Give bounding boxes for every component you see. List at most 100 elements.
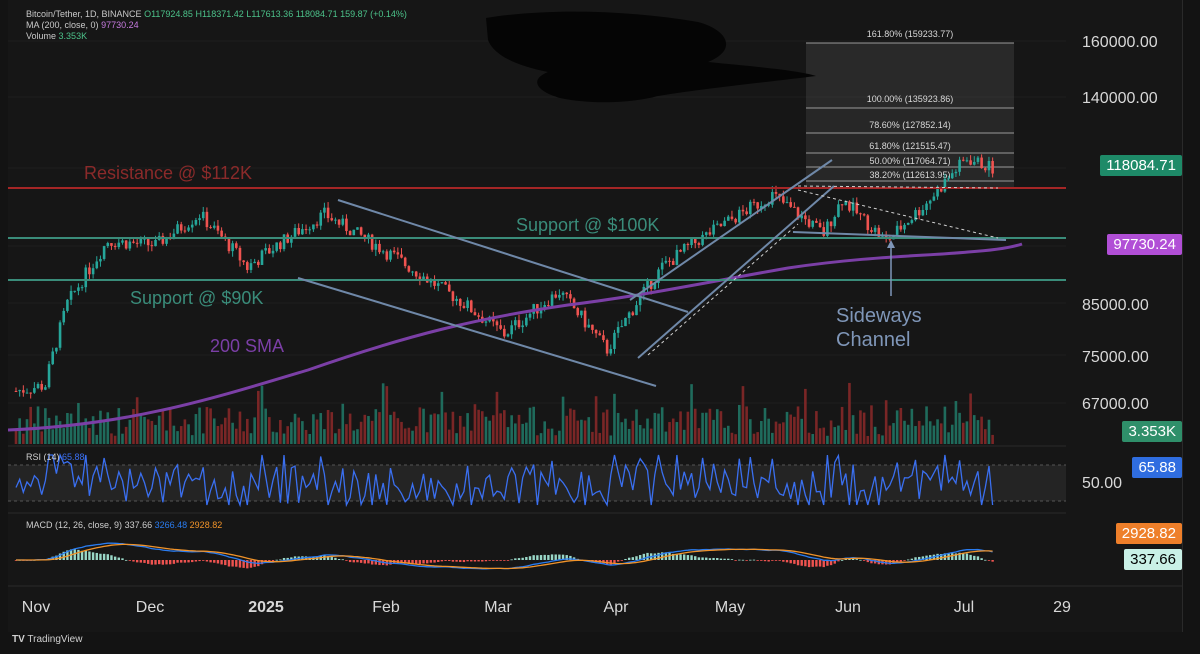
volume-bar (194, 414, 198, 444)
volume-bar (558, 430, 561, 444)
macd-hist-bar (686, 555, 690, 560)
price-tick-160k: 160000.00 (1082, 34, 1158, 51)
macd-hist-bar (227, 560, 231, 567)
rsi-line[interactable] (15, 452, 994, 508)
time-axis-label: Nov (22, 599, 50, 616)
price-tick-67k: 67000.00 (1082, 396, 1149, 413)
downtrend-lower-line[interactable] (297, 277, 657, 387)
fibonacci-extension[interactable]: 161.80% (159233.77) 100.00% (135923.86) … (806, 29, 1014, 188)
candle-body (862, 214, 866, 216)
candle-body (396, 252, 400, 255)
candle-body (903, 224, 906, 230)
volume-bar (260, 385, 264, 444)
legend-ma: MA (200, close, 0) 97730.24 (26, 20, 139, 31)
candle-body (455, 298, 458, 302)
brand[interactable]: TV TradingView (12, 634, 82, 645)
candle-body (231, 243, 234, 252)
sideways-channel-floor[interactable] (792, 231, 1007, 241)
candle-body (594, 329, 598, 334)
volume-bar (525, 422, 528, 444)
volume-bar (892, 423, 895, 444)
volume-bar (554, 435, 558, 444)
uptrend-upper-line[interactable] (629, 159, 833, 301)
macd-hist-bar (477, 560, 480, 562)
volume-bar (40, 431, 44, 444)
volume-bar (308, 433, 312, 444)
candle-body (381, 251, 385, 253)
macd-hist-bar (260, 560, 264, 565)
candle-body (389, 250, 392, 260)
volume-bar (304, 429, 308, 444)
volume-bar (95, 434, 99, 444)
volume-label: Volume (26, 31, 57, 41)
volume-bar (547, 428, 550, 444)
candle-body (304, 229, 308, 231)
volume-bar (69, 413, 73, 444)
candle-body (414, 271, 418, 277)
volume-bar (800, 418, 804, 444)
candle-body (363, 234, 367, 239)
volume-bar (745, 406, 748, 444)
volume-bar (242, 431, 245, 444)
candle-body (40, 383, 44, 390)
candle-body (135, 242, 139, 244)
volume-bar (851, 415, 855, 444)
volume-bar (462, 426, 466, 444)
macd-line[interactable] (16, 542, 993, 570)
macd-hist-bar (624, 558, 627, 560)
volume-bar (631, 420, 635, 444)
candle-body (436, 283, 440, 286)
macd-hist-bar (55, 555, 58, 560)
volume-bar (804, 388, 807, 444)
volume-bar (756, 432, 759, 444)
macd-hist-bar (730, 559, 734, 560)
volume-bar (950, 424, 954, 444)
candle-body (598, 333, 602, 336)
candle-body (334, 219, 337, 221)
macd-hist-bar (514, 558, 517, 560)
volume-bar (635, 409, 638, 444)
candle-body (961, 159, 965, 161)
macd-hist-bar (473, 560, 477, 562)
candle-body (726, 216, 730, 221)
macd-hist-bar (800, 560, 803, 566)
volume-bar (723, 427, 726, 444)
volume-bar (646, 418, 649, 444)
volume-bar (279, 420, 282, 444)
candle-body (840, 204, 844, 206)
volume-bar (532, 406, 535, 444)
volume-bar (782, 422, 785, 444)
candle-body (958, 159, 961, 172)
macd-hist-bar (330, 557, 333, 560)
macd-hist-bar (135, 560, 139, 563)
macd-hist-bar (378, 560, 381, 566)
candle-body (631, 312, 635, 316)
macd-hist-bar (899, 560, 903, 562)
macd-hist-bar (183, 560, 187, 563)
candle-body (723, 220, 726, 227)
volume-bar (433, 413, 436, 444)
candle-body (22, 390, 25, 393)
macd-signal-line[interactable] (16, 543, 993, 570)
candle-body (947, 178, 950, 180)
macd-hist-bar (143, 560, 146, 563)
volume-bar (418, 407, 422, 444)
volume-bar (862, 412, 866, 444)
downtrend-upper-line[interactable] (337, 199, 689, 313)
macd-hist-bar (984, 559, 987, 561)
candle-body (374, 243, 378, 250)
legend-symbol: Bitcoin/Tether, 1D, BINANCE O117924.85 H… (26, 9, 407, 20)
candle-body (877, 227, 881, 237)
chart-canvas[interactable]: 161.80% (159233.77) 100.00% (135923.86) … (8, 0, 1182, 632)
volume-value: 3.353K (58, 31, 88, 41)
volume-bar (580, 419, 583, 444)
volume-bar (253, 417, 256, 444)
macd-hist-bar (561, 554, 565, 560)
ma200-line[interactable] (8, 242, 1023, 432)
uptrend-lower-line[interactable] (637, 185, 835, 359)
candle-body (279, 242, 282, 250)
macd-hist-bar (969, 554, 972, 560)
volume-bar (939, 423, 943, 444)
fib-label-618: 61.80% (121515.47) (869, 141, 951, 151)
macd-hist-bar (936, 553, 939, 560)
